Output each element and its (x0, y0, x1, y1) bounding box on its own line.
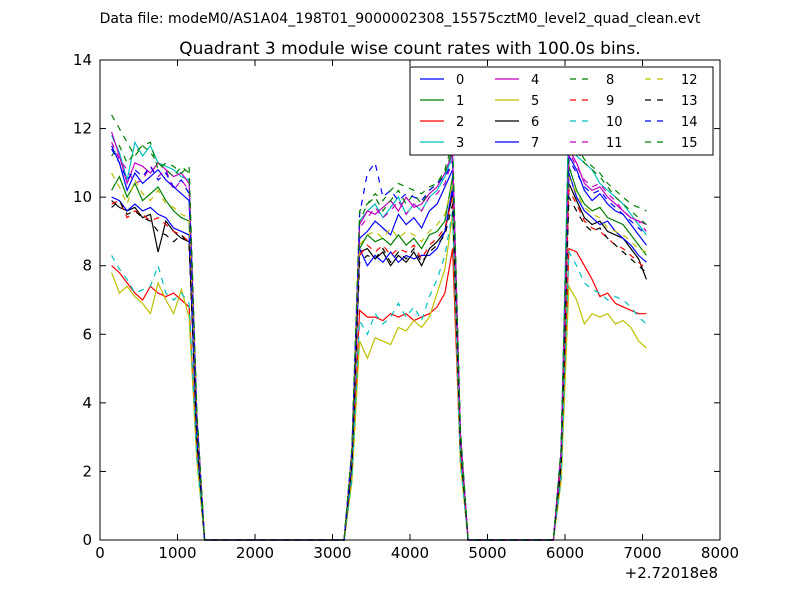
legend-label-0: 0 (456, 73, 464, 88)
y-tick-label: 12 (73, 120, 92, 138)
chart-title: Quadrant 3 module wise count rates with … (179, 39, 640, 59)
legend-label-13: 13 (681, 94, 698, 109)
legend-box (409, 66, 714, 156)
x-tick-label: 5000 (468, 544, 506, 562)
legend-label-14: 14 (681, 115, 698, 130)
figure-suptitle: Data file: modeM0/AS1A04_198T01_90000023… (100, 11, 701, 27)
plot-area (111, 107, 647, 541)
y-tick-label: 14 (73, 51, 92, 69)
y-tick-label: 0 (82, 531, 92, 549)
legend-label-11: 11 (606, 136, 623, 151)
legend-label-9: 9 (606, 94, 614, 109)
x-tick-label: 8000 (701, 544, 739, 562)
legend-label-6: 6 (531, 115, 539, 130)
x-tick-label: 2000 (236, 544, 274, 562)
legend-label-4: 4 (531, 73, 539, 88)
y-tick-label: 4 (82, 394, 92, 412)
legend-label-15: 15 (681, 136, 698, 151)
legend-label-2: 2 (456, 115, 464, 130)
x-tick-label: 3000 (313, 544, 351, 562)
legend-label-8: 8 (606, 73, 614, 88)
y-tick-label: 6 (82, 325, 92, 343)
y-tick-label: 2 (82, 462, 92, 480)
series-line-8 (111, 133, 647, 541)
legend-label-5: 5 (531, 94, 539, 109)
legend-label-10: 10 (606, 115, 623, 130)
series-line-10 (111, 210, 647, 541)
y-tick-label: 8 (82, 257, 92, 275)
x-tick-label: 1000 (158, 544, 196, 562)
legend-label-1: 1 (456, 94, 464, 109)
x-tick-label: 0 (95, 544, 105, 562)
x-tick-label: 4000 (391, 544, 429, 562)
axes: 0 1000 2000 3000 4000 5000 6000 7000 80000246810… (73, 51, 739, 562)
legend-label-12: 12 (681, 73, 698, 88)
x-tick-label: 7000 (623, 544, 661, 562)
y-tick-label: 10 (73, 188, 92, 206)
legend-label-3: 3 (456, 136, 464, 151)
legend-label-7: 7 (531, 136, 539, 151)
series-line-13 (111, 194, 647, 541)
x-axis-offset-label: +2.72018e8 (625, 564, 718, 582)
x-tick-label: 6000 (546, 544, 584, 562)
